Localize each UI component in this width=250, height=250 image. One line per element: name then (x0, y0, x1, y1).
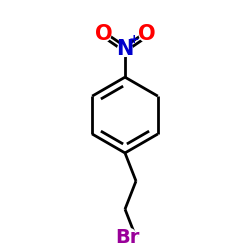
Text: N: N (116, 39, 134, 59)
Circle shape (96, 27, 111, 42)
Text: O: O (95, 24, 112, 44)
Text: O: O (138, 24, 155, 44)
Text: +: + (129, 33, 140, 46)
Circle shape (118, 42, 132, 56)
Text: Br: Br (115, 228, 140, 247)
Circle shape (139, 27, 154, 42)
Circle shape (118, 228, 137, 246)
